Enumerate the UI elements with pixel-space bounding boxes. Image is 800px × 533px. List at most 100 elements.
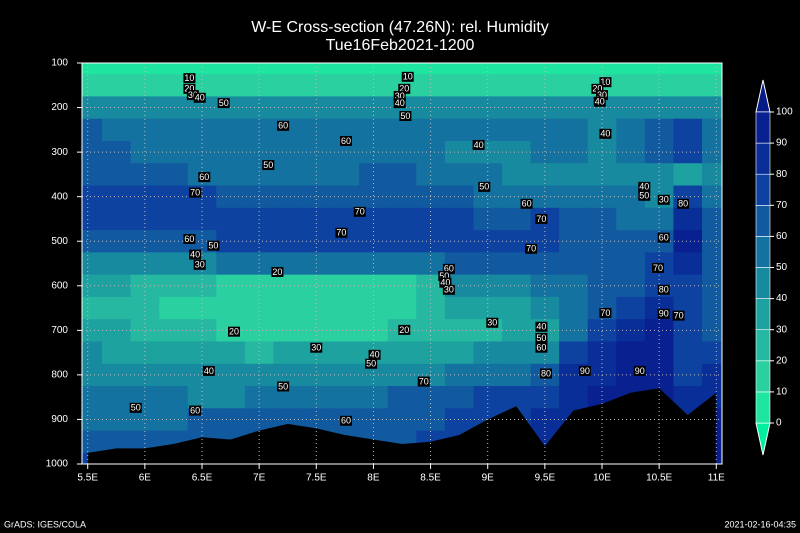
footer-right: 2021-02-16-04:35 [724,519,796,529]
field-cell [82,296,103,320]
contour-label: 50 [208,241,218,251]
field-cell [559,341,589,365]
contour-label-box [183,233,196,244]
field-cell [502,74,532,98]
field-cell [702,118,722,142]
contour-label: 30 [311,343,321,353]
contour-label-box [217,98,230,109]
field-cell [702,230,722,253]
field-cell [559,274,589,298]
contour-label-box [228,326,240,337]
contour-label-box [393,98,406,109]
field-cell [330,252,360,276]
contour-label: 30 [195,260,205,270]
field-cell [273,363,303,387]
contour-label: 60 [522,199,532,209]
field-cell [216,341,246,365]
contour-label-box [202,365,215,376]
field-cell [702,63,722,75]
field-cell [216,252,246,276]
field-cell [273,296,303,320]
field-cell [102,63,132,75]
field-cell [473,118,503,142]
field-cell [502,296,532,320]
field-cell [559,185,589,209]
contour-label-box [535,321,548,332]
field-cell [359,163,389,187]
x-tick-label: 7E [253,473,266,484]
contour-label: 50 [278,381,288,391]
field-cell [82,230,103,253]
field-cell [416,163,446,187]
field-cell [673,363,703,387]
field-cell [244,341,275,365]
colorbar-band [755,142,771,175]
field-cell [102,140,132,164]
field-cell [216,296,246,320]
contour-label-box [535,342,548,353]
colorbar-band [755,391,771,424]
contour-label-box [438,270,451,281]
contour-label: 50 [479,182,489,192]
field-cell [359,274,389,298]
field-cell [502,118,532,142]
field-cell [559,319,589,343]
contour-label-box [353,206,366,217]
field-cell [559,63,589,75]
colorbar-label: 100 [776,107,793,118]
contour-label: 60 [278,121,288,131]
field-cell [359,63,389,75]
field-cell [644,319,675,343]
field-cell [444,296,475,320]
field-cell [159,230,189,253]
field-cell [416,386,446,409]
field-cell [273,230,303,253]
contour-label-box [262,160,275,171]
field-cell [187,341,217,365]
contour-label-box [657,284,670,295]
field-cell [502,207,532,231]
field-cell [530,386,560,409]
field-cell [416,63,446,75]
contour-label-box [398,324,411,335]
field-cell [216,74,246,98]
contour-label-box [183,73,196,84]
field-cell [159,163,189,187]
contour-label: 40 [195,93,205,103]
field-cell [159,408,189,432]
field-cell [644,341,675,365]
field-cell [102,363,132,387]
field-cell [102,74,132,98]
field-cell [130,163,160,187]
x-tick-label: 6.5E [192,473,213,484]
field-cell [82,274,103,298]
contour-label: 60 [444,264,454,274]
field-cell [82,140,103,164]
contour-label-box [486,317,499,328]
field-cell [102,341,132,365]
terrain [87,388,717,464]
contour-label-box [535,332,548,343]
field-cell [302,63,332,75]
field-cell [387,207,417,231]
field-cell [673,341,703,365]
contour-label: 50 [639,191,649,201]
contour-label-box [277,381,290,392]
field-cell [616,252,646,276]
contour-label: 70 [653,263,663,273]
field-cell [159,252,189,276]
contour-label: 80 [678,199,688,209]
field-cell [502,252,532,276]
colorbar-label: 50 [776,262,788,273]
field-cell [702,74,722,98]
contour-label-box [442,263,455,274]
field-cell [330,274,360,298]
contour-label: 40 [204,366,214,376]
y-tick-label: 900 [51,414,68,425]
field-cell [473,230,503,253]
field-cell [559,296,589,320]
field-cell [130,319,160,343]
contour-label: 40 [474,140,484,150]
field-cell [187,296,217,320]
